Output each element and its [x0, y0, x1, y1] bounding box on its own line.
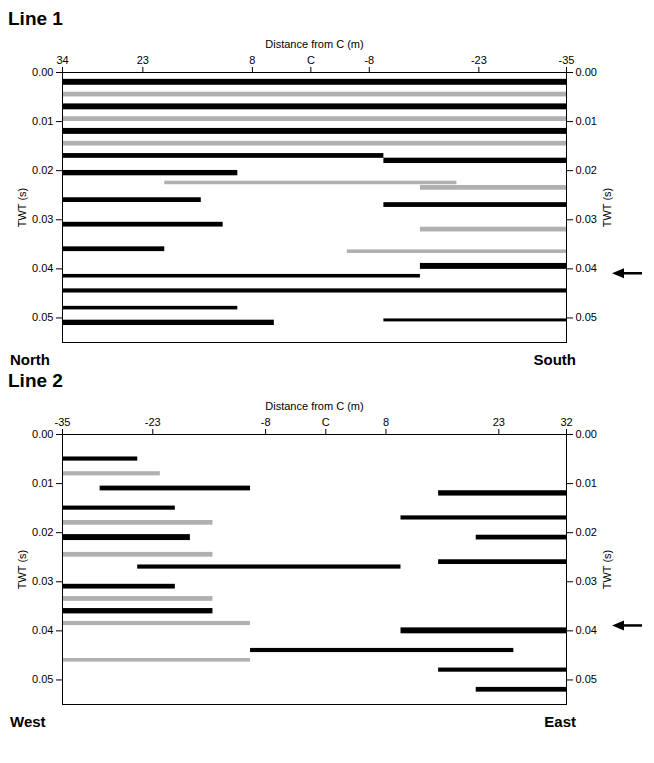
svg-text:-35: -35	[55, 416, 71, 428]
svg-text:0.03: 0.03	[32, 575, 53, 587]
svg-text:TWT (s): TWT (s)	[601, 550, 613, 590]
svg-text:0.01: 0.01	[576, 477, 597, 489]
svg-text:0.00: 0.00	[32, 66, 53, 78]
svg-text:Distance from C (m): Distance from C (m)	[265, 400, 363, 412]
svg-text:TWT (s): TWT (s)	[16, 550, 28, 590]
svg-text:0.04: 0.04	[32, 262, 53, 274]
svg-text:-8: -8	[261, 416, 271, 428]
svg-text:0.02: 0.02	[32, 164, 53, 176]
svg-text:C: C	[307, 54, 315, 66]
svg-text:8: 8	[383, 416, 389, 428]
svg-text:0.05: 0.05	[576, 311, 597, 323]
svg-text:0.04: 0.04	[32, 624, 53, 636]
html-text:East: East	[544, 713, 576, 730]
svg-text:0.02: 0.02	[576, 164, 597, 176]
svg-text:23: 23	[137, 54, 149, 66]
svg-text:0.01: 0.01	[32, 115, 53, 127]
svg-text:-35: -35	[559, 54, 575, 66]
svg-text:0.05: 0.05	[32, 311, 53, 323]
html-text:Line 1: Line 1	[8, 8, 63, 29]
html-text:West: West	[10, 713, 46, 730]
svg-text:-8: -8	[364, 54, 374, 66]
svg-text:TWT (s): TWT (s)	[601, 188, 613, 228]
svg-text:34: 34	[56, 54, 68, 66]
svg-text:0.04: 0.04	[576, 624, 597, 636]
svg-text:0.02: 0.02	[576, 526, 597, 538]
svg-text:-23: -23	[145, 416, 161, 428]
svg-text:8: 8	[249, 54, 255, 66]
svg-text:32: 32	[560, 416, 572, 428]
svg-text:0.05: 0.05	[576, 673, 597, 685]
svg-text:0.03: 0.03	[32, 213, 53, 225]
svg-text:0.02: 0.02	[32, 526, 53, 538]
svg-text:0.01: 0.01	[32, 477, 53, 489]
svg-text:0.03: 0.03	[576, 575, 597, 587]
html-text:North: North	[10, 351, 50, 368]
svg-text:0.05: 0.05	[32, 673, 53, 685]
html-text:South: South	[533, 351, 576, 368]
svg-text:0.00: 0.00	[32, 428, 53, 440]
svg-text:0.01: 0.01	[576, 115, 597, 127]
svg-text:TWT (s): TWT (s)	[16, 188, 28, 228]
svg-text:0.03: 0.03	[576, 213, 597, 225]
svg-text:23: 23	[493, 416, 505, 428]
svg-text:0.00: 0.00	[576, 66, 597, 78]
svg-text:0.00: 0.00	[576, 428, 597, 440]
html-text:Line 2: Line 2	[8, 370, 63, 391]
svg-text:C: C	[322, 416, 330, 428]
svg-text:-23: -23	[471, 54, 487, 66]
svg-text:0.04: 0.04	[576, 262, 597, 274]
svg-text:Distance from C (m): Distance from C (m)	[265, 38, 363, 50]
